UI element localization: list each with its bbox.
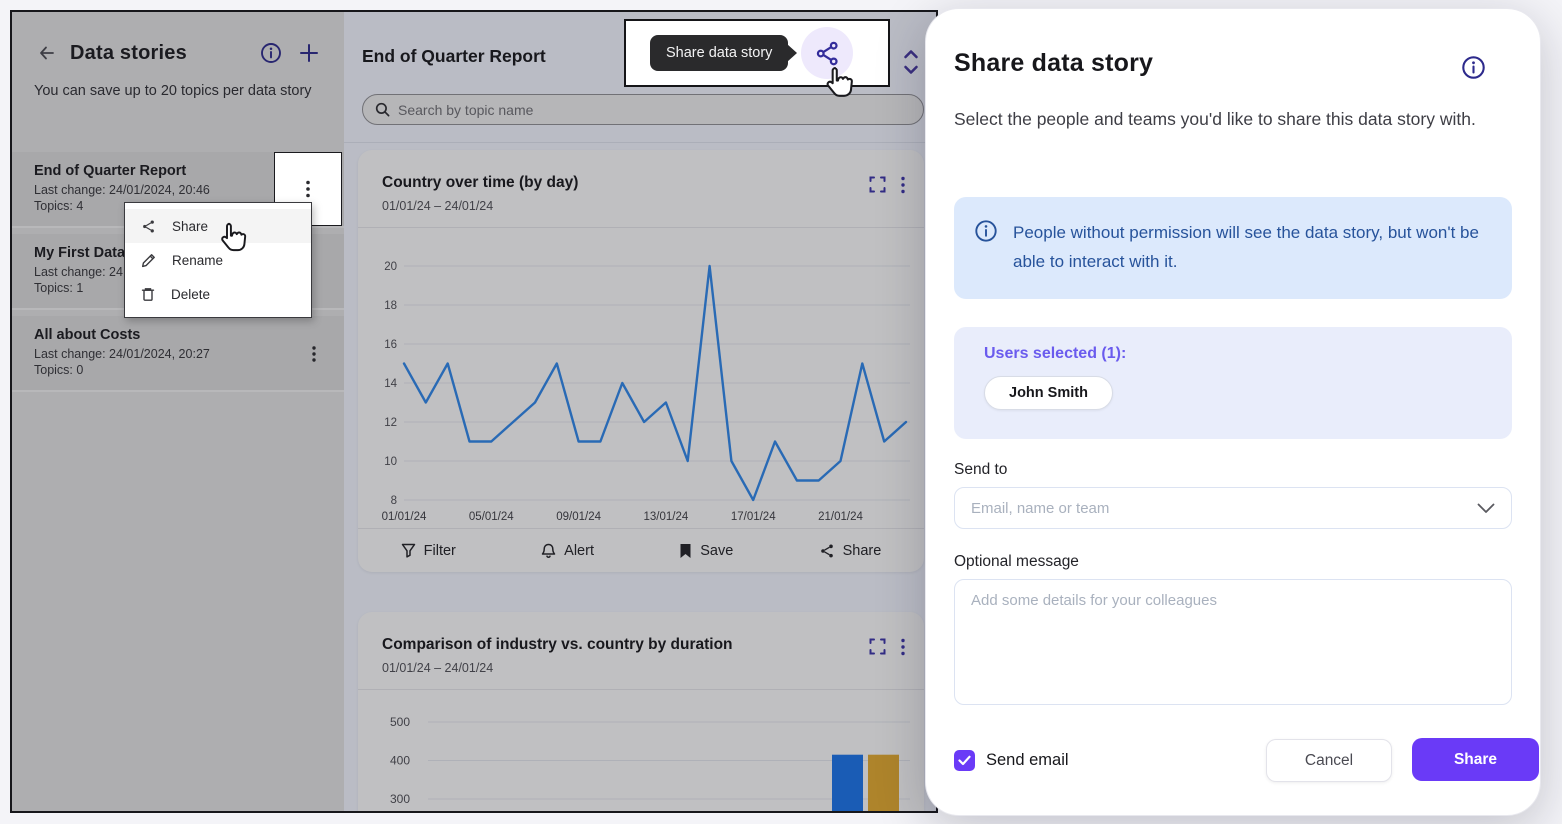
send-email-checkbox[interactable]: [954, 749, 975, 771]
dim-overlay: [12, 12, 936, 811]
card-date-range: 01/01/24 – 24/01/24: [382, 199, 494, 213]
story-name: My First Data: [34, 245, 126, 261]
svg-text:18: 18: [384, 300, 397, 312]
story-topics: Topics: 1: [34, 281, 84, 296]
card-comparison: Comparison of industry vs. country by du…: [358, 612, 924, 811]
kebab-menu-icon[interactable]: [296, 177, 320, 201]
share-modal: Share data story Select the people and t…: [925, 8, 1541, 816]
search-input[interactable]: [398, 101, 878, 118]
bookmark-icon: [679, 543, 692, 559]
story-last-change: Last change: 24: [34, 265, 123, 279]
svg-text:500: 500: [390, 715, 410, 729]
story-last-change: Last change: 24/01/2024, 20:46: [34, 183, 210, 197]
send-email-label: Send email: [986, 750, 1069, 769]
send-to-select[interactable]: [954, 487, 1512, 529]
kebab-menu-icon[interactable]: [900, 176, 906, 194]
page-title: End of Quarter Report: [362, 46, 546, 66]
pencil-icon: [141, 253, 156, 268]
svg-text:400: 400: [390, 754, 410, 768]
expand-icon[interactable]: [869, 638, 886, 656]
story-topics: Topics: 0: [34, 363, 84, 378]
svg-text:13/01/24: 13/01/24: [644, 511, 689, 523]
bar-chart: 500 400 300: [358, 690, 924, 811]
sidebar-subtitle: You can save up to 20 topics per data st…: [34, 83, 312, 99]
line-chart: 8 10 12 14 16 18 20 01/01/24 05/01/24 09/01/24 13/…: [358, 228, 924, 528]
menu-item-delete[interactable]: Delete: [125, 277, 311, 311]
sidebar-item-all-about-costs[interactable]: All about Costs Last change: 24/01/2024,…: [12, 316, 344, 392]
story-topics: Topics: 4: [34, 199, 84, 214]
svg-text:300: 300: [390, 792, 410, 806]
card-action-bar: Filter Alert Save Share: [358, 528, 924, 572]
optional-message-label: Optional message: [954, 553, 1079, 570]
search-bar[interactable]: [362, 94, 924, 125]
permission-banner: People without permission will see the d…: [954, 197, 1512, 299]
svg-text:21/01/24: 21/01/24: [818, 511, 863, 523]
sort-icon[interactable]: [900, 48, 924, 76]
search-icon: [375, 102, 390, 117]
svg-text:20: 20: [384, 261, 397, 273]
send-to-label: Send to: [954, 461, 1008, 478]
svg-text:8: 8: [391, 495, 397, 507]
tooltip: Share data story: [650, 35, 789, 71]
svg-text:12: 12: [384, 417, 397, 429]
svg-text:17/01/24: 17/01/24: [731, 511, 776, 523]
sidebar-header: Data stories: [34, 38, 322, 68]
funnel-icon: [401, 543, 416, 558]
modal-title: Share data story: [954, 49, 1154, 77]
info-icon[interactable]: [258, 40, 284, 66]
back-arrow-icon[interactable]: [34, 40, 60, 66]
user-chip-john-smith[interactable]: John Smith: [984, 376, 1113, 410]
card-date-range: 01/01/24 – 24/01/24: [382, 661, 494, 675]
share-nodes-icon: [819, 543, 835, 559]
optional-message-textarea[interactable]: [954, 579, 1512, 705]
svg-text:10: 10: [384, 456, 397, 468]
add-data-story-icon[interactable]: [296, 40, 322, 66]
info-icon[interactable]: [1461, 55, 1486, 80]
sidebar-title: Data stories: [70, 41, 187, 64]
share-button[interactable]: Share: [819, 543, 881, 559]
svg-text:14: 14: [384, 378, 397, 390]
save-button[interactable]: Save: [679, 543, 733, 559]
modal-description: Select the people and teams you'd like t…: [954, 109, 1476, 129]
info-icon: [974, 219, 998, 277]
svg-text:05/01/24: 05/01/24: [469, 511, 514, 523]
story-last-change: Last change: 24/01/2024, 20:27: [34, 347, 210, 361]
svg-text:09/01/24: 09/01/24: [556, 511, 601, 523]
card-title: Country over time (by day): [382, 174, 579, 191]
cursor-pointer: [820, 64, 858, 102]
modal-footer: Send email Cancel Share: [954, 737, 1539, 783]
trash-icon: [141, 287, 155, 302]
cursor-pointer: [215, 220, 251, 256]
users-selected-box: Users selected (1): John Smith: [954, 327, 1512, 439]
story-name: All about Costs: [34, 327, 141, 343]
menu-item-share[interactable]: Share: [125, 209, 311, 243]
expand-icon[interactable]: [869, 176, 886, 194]
share-callout: Share data story: [624, 19, 890, 87]
bell-icon: [541, 543, 556, 559]
card-country-over-time: Country over time (by day) 01/01/24 – 24…: [358, 150, 924, 572]
chevron-down-icon: [1477, 503, 1495, 514]
alert-button[interactable]: Alert: [541, 543, 594, 559]
users-selected-label: Users selected (1):: [984, 345, 1127, 362]
app-window: Data stories You can save up to 20 topic…: [10, 10, 938, 813]
story-name: End of Quarter Report: [34, 163, 187, 179]
share-button[interactable]: Share: [1412, 738, 1539, 781]
send-to-input[interactable]: [971, 499, 1477, 517]
share-data-story-button[interactable]: [801, 27, 854, 79]
main-panel: End of Quarter Report Country over time …: [344, 12, 936, 811]
share-nodes-icon: [141, 219, 156, 234]
share-nodes-icon: [814, 40, 841, 67]
filter-button[interactable]: Filter: [401, 543, 456, 559]
divider: [344, 142, 936, 143]
kebab-menu-icon[interactable]: [302, 342, 326, 366]
cancel-button[interactable]: Cancel: [1266, 739, 1392, 782]
context-menu: Share Rename Delete: [124, 202, 312, 318]
kebab-menu-icon[interactable]: [900, 638, 906, 656]
card-title: Comparison of industry vs. country by du…: [382, 636, 733, 653]
menu-item-rename[interactable]: Rename: [125, 243, 311, 277]
svg-text:16: 16: [384, 339, 397, 351]
banner-text: People without permission will see the d…: [1013, 223, 1479, 271]
svg-text:01/01/24: 01/01/24: [382, 511, 427, 523]
